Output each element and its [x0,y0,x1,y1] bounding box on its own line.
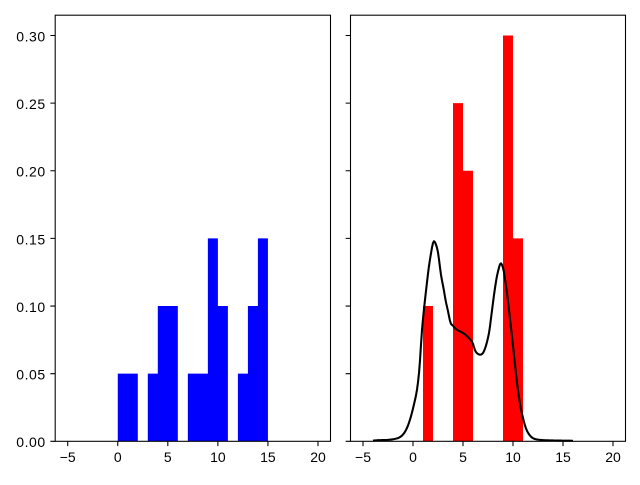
svg-text:10: 10 [505,449,521,465]
svg-text:5: 5 [164,449,172,465]
svg-text:20: 20 [605,449,621,465]
svg-text:0: 0 [409,449,417,465]
svg-text:−5: −5 [355,449,371,465]
svg-text:0.00: 0.00 [16,434,45,450]
svg-text:5: 5 [459,449,467,465]
svg-text:15: 15 [555,449,571,465]
svg-text:0: 0 [114,449,122,465]
svg-text:15: 15 [260,449,276,465]
svg-text:20: 20 [310,449,326,465]
svg-text:0.25: 0.25 [16,96,45,112]
svg-text:0.05: 0.05 [16,367,45,383]
svg-text:−5: −5 [60,449,76,465]
svg-text:0.20: 0.20 [16,164,45,180]
svg-text:0.15: 0.15 [16,231,45,247]
svg-text:10: 10 [210,449,226,465]
svg-text:0.10: 0.10 [16,299,45,315]
svg-text:0.30: 0.30 [16,28,45,44]
